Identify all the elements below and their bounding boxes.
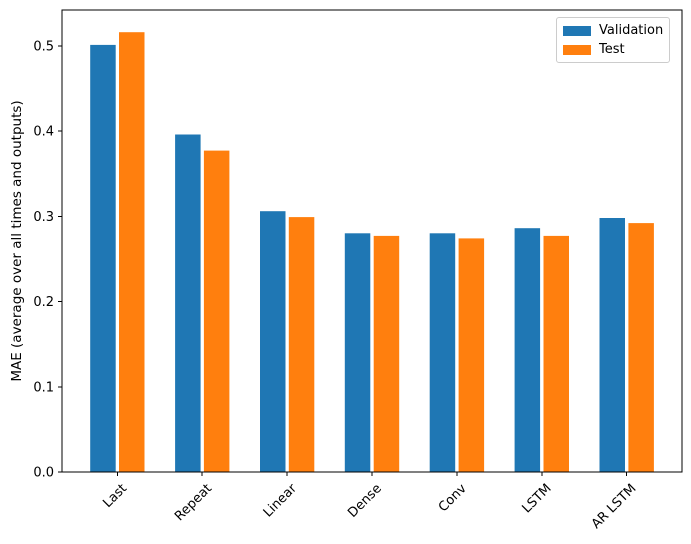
legend-item-validation: Validation — [563, 23, 664, 38]
legend: Validation Test — [556, 17, 670, 63]
y-tick-label-0.2: 0.2 — [33, 295, 54, 310]
bar-test-conv — [458, 238, 485, 472]
bar-test-ar-lstm — [628, 223, 654, 472]
y-axis-label: MAE (average over all times and outputs) — [9, 100, 25, 382]
bar-validation-ar-lstm — [599, 218, 625, 472]
y-tick-label-0.1: 0.1 — [33, 380, 54, 395]
bar-validation-dense — [344, 233, 371, 472]
bar-test-repeat — [203, 150, 230, 472]
y-tick-label-0.4: 0.4 — [33, 125, 54, 140]
legend-swatch-validation — [563, 25, 591, 36]
axes-spines — [61, 9, 683, 473]
bar-test-lstm — [543, 235, 569, 472]
y-tick-label-0.5: 0.5 — [33, 39, 54, 54]
bar-test-linear — [288, 217, 315, 472]
bar-validation-conv — [429, 233, 456, 472]
x-tick-label-dense: Dense — [345, 481, 385, 521]
x-tick-label-repeat: Repeat — [172, 481, 215, 524]
legend-swatch-test — [563, 44, 591, 55]
legend-item-test: Test — [563, 43, 662, 56]
bar-validation-linear — [260, 211, 286, 472]
y-tick-label-0.0: 0.0 — [33, 466, 54, 481]
x-tick-label-lstm: LSTM — [520, 481, 555, 516]
x-tick-label-last: Last — [100, 481, 130, 511]
bar-validation-repeat — [175, 134, 201, 472]
legend-label-test: Test — [599, 42, 625, 57]
bar-validation-lstm — [514, 228, 541, 472]
x-tick-label-ar-lstm: AR LSTM — [589, 481, 640, 532]
y-tick-label-0.3: 0.3 — [33, 210, 54, 225]
x-tick-label-linear: Linear — [261, 481, 301, 521]
bar-validation-last — [90, 44, 116, 473]
x-tick-label-conv: Conv — [436, 481, 470, 515]
legend-label-validation: Validation — [599, 23, 664, 38]
bar-test-dense — [373, 235, 400, 472]
bar-test-last — [119, 32, 145, 472]
